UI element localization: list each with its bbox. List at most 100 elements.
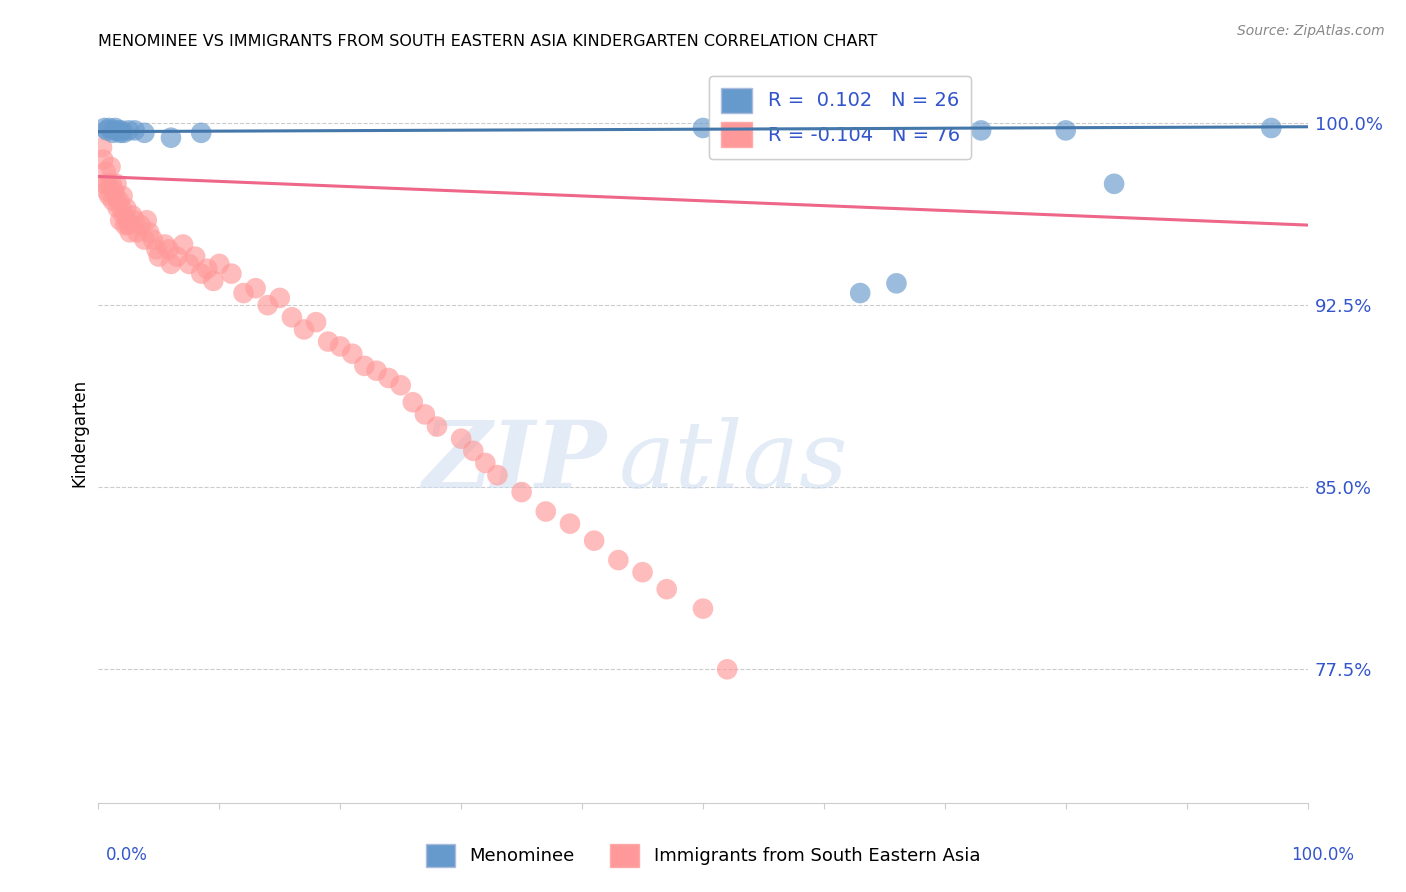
Point [103,123,125,137]
Point [208,257,231,271]
Point [716,123,738,137]
Point [221,267,243,281]
Text: MENOMINEE VS IMMIGRANTS FROM SOUTH EASTERN ASIA KINDERGARTEN CORRELATION CHART: MENOMINEE VS IMMIGRANTS FROM SOUTH EASTE… [98,34,877,49]
Point [166,250,188,264]
Point [232,286,254,301]
Point [112,208,135,222]
Point [135,213,157,227]
Point [145,243,167,257]
Point [377,371,399,385]
Text: 0.0%: 0.0% [105,846,148,863]
Point [101,126,124,140]
Point [112,126,135,140]
Text: 100.0%: 100.0% [1291,846,1354,863]
Point [1102,177,1125,191]
Point [716,662,738,676]
Point [426,419,449,434]
Point [486,468,509,483]
Point [153,237,176,252]
Point [292,322,315,336]
Point [342,347,364,361]
Point [96,123,118,137]
Point [107,201,129,215]
Point [104,120,127,135]
Point [245,281,267,295]
Legend: R =  0.102   N = 26, R = -0.104   N = 76: R = 0.102 N = 26, R = -0.104 N = 76 [709,76,972,159]
Point [316,334,339,349]
Point [101,194,124,208]
Point [114,218,136,232]
Point [124,213,146,227]
Point [195,261,218,276]
Point [110,201,132,215]
Point [450,432,472,446]
Point [108,213,131,227]
Point [190,267,212,281]
Point [118,123,141,137]
Y-axis label: Kindergarten: Kindergarten [70,378,89,487]
Text: atlas: atlas [619,417,848,508]
Point [631,565,654,579]
Point [510,485,533,500]
Point [655,582,678,597]
Point [269,291,291,305]
Point [353,359,375,373]
Point [105,177,128,191]
Point [463,443,485,458]
Point [97,177,120,191]
Point [124,123,146,137]
Point [160,257,183,271]
Point [148,250,170,264]
Point [115,201,138,215]
Point [98,120,121,135]
Point [103,184,125,198]
Point [849,286,872,301]
Point [98,189,121,203]
Point [117,213,139,227]
Text: ZIP: ZIP [422,417,606,508]
Point [134,233,156,247]
Point [534,504,557,518]
Point [129,218,152,232]
Point [190,126,212,140]
Point [118,225,141,239]
Point [138,225,160,239]
Point [202,274,225,288]
Point [256,298,278,312]
Point [93,177,115,191]
Point [329,339,352,353]
Point [118,218,141,232]
Point [474,456,496,470]
Point [765,126,787,140]
Point [160,130,183,145]
Point [305,315,328,329]
Point [692,601,714,615]
Point [413,408,436,422]
Point [1054,123,1077,137]
Legend: Menominee, Immigrants from South Eastern Asia: Menominee, Immigrants from South Eastern… [419,837,987,874]
Point [558,516,581,531]
Point [389,378,412,392]
Point [366,364,388,378]
Point [93,120,115,135]
Point [127,225,149,239]
Point [108,126,131,140]
Point [692,120,714,135]
Point [96,184,118,198]
Text: Source: ZipAtlas.com: Source: ZipAtlas.com [1237,24,1385,38]
Point [740,130,762,145]
Point [107,123,129,137]
Point [281,310,304,325]
Point [94,164,117,178]
Point [172,237,194,252]
Point [142,233,165,247]
Point [110,123,132,137]
Point [607,553,630,567]
Point [184,250,207,264]
Point [100,177,122,191]
Point [134,126,156,140]
Point [91,140,114,154]
Point [108,194,131,208]
Point [111,189,134,203]
Point [583,533,606,548]
